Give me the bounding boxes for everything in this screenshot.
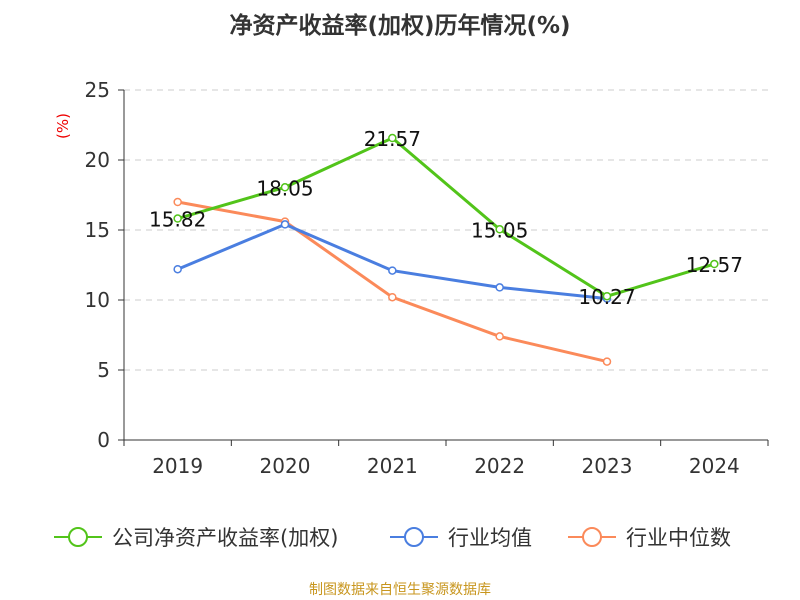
data-point[interactable] <box>602 357 612 366</box>
data-point[interactable] <box>173 264 182 274</box>
x-tick-label: 2021 <box>367 454 418 478</box>
data-point[interactable] <box>173 197 182 207</box>
series-line <box>177 136 715 298</box>
y-tick-label: 10 <box>85 288 110 312</box>
legend-marker <box>404 527 424 547</box>
data-label: 15.05 <box>471 218 528 242</box>
data-point[interactable] <box>495 283 504 292</box>
data-point[interactable] <box>602 291 612 301</box>
data-label: 21.57 <box>364 127 421 151</box>
data-point[interactable] <box>495 332 504 341</box>
legend-label: 行业均值 <box>448 526 532 550</box>
data-label: 10.27 <box>578 285 635 309</box>
legend-label: 行业中位数 <box>626 526 731 550</box>
x-tick-label: 2023 <box>582 454 633 478</box>
data-point[interactable] <box>388 292 397 302</box>
data-point[interactable] <box>495 225 504 234</box>
data-label: 12.57 <box>686 253 743 277</box>
y-tick-label: 15 <box>85 218 110 242</box>
x-tick-label: 2019 <box>152 454 203 478</box>
data-point[interactable] <box>388 266 397 275</box>
legend-marker <box>68 527 88 547</box>
data-point[interactable] <box>173 214 182 223</box>
data-label: 15.82 <box>149 208 206 232</box>
y-tick-label: 5 <box>97 358 110 382</box>
legend-marker <box>582 527 602 547</box>
series-line <box>177 222 608 301</box>
x-tick-label: 2020 <box>260 454 311 478</box>
data-point[interactable] <box>388 133 397 143</box>
data-point[interactable] <box>710 259 719 269</box>
legend-label: 公司净资产收益率(加权) <box>112 526 338 550</box>
legend-item[interactable]: 行业均值 <box>390 526 532 550</box>
chart-title: 净资产收益率(加权)历年情况(%) <box>229 12 570 39</box>
data-label: 18.05 <box>256 176 313 200</box>
source-note: 制图数据来自恒生聚源数据库 <box>309 582 491 598</box>
data-point[interactable] <box>280 220 290 229</box>
x-tick-label: 2022 <box>474 454 525 478</box>
legend-item[interactable]: 行业中位数 <box>568 526 731 550</box>
y-axis-label: (%) <box>54 113 72 139</box>
y-tick-label: 0 <box>97 428 110 452</box>
y-tick-label: 25 <box>85 78 110 102</box>
legend-item[interactable]: 公司净资产收益率(加权) <box>54 526 338 550</box>
x-tick-label: 2024 <box>689 454 740 478</box>
series-line <box>177 200 608 364</box>
y-tick-label: 20 <box>85 148 110 172</box>
data-point[interactable] <box>280 183 290 192</box>
